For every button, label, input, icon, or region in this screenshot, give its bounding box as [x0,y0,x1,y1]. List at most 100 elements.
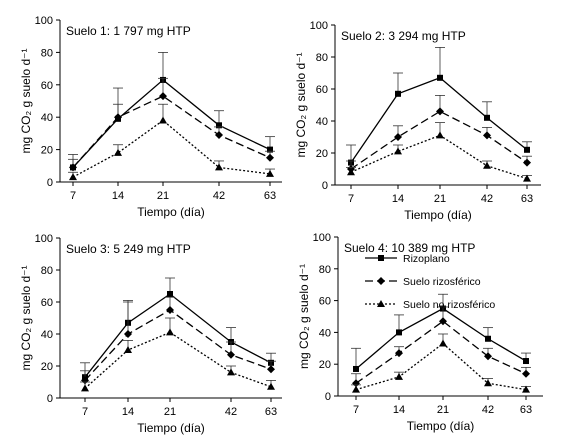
x-tick-label: 14 [122,406,134,418]
data-point [394,147,402,155]
y-tick-label: 100 [310,20,328,32]
data-point [352,385,360,393]
x-tick-label: 14 [393,404,405,416]
x-tick-label: 7 [353,404,359,416]
y-tick-label: 40 [319,327,331,339]
x-tick-label: 42 [482,404,494,416]
data-point [69,173,77,181]
data-point [439,317,447,326]
x-axis-title: Tiempo (día) [137,421,205,435]
series-square [346,47,532,166]
data-point [166,306,174,314]
data-point [69,163,77,172]
y-tick-label: 80 [316,52,328,64]
legend-label: Suelo rizosférico [403,276,481,288]
chart-panel-3: 0 20 40 60 80 100 7 14 21 42 63 Tiempo (día) mg CO₂ … [19,233,282,435]
x-tick-label: 63 [264,190,276,202]
series-diamond [80,296,276,385]
x-axis-title: Tiempo (día) [137,205,205,219]
series-line [72,79,271,168]
data-point [114,113,122,122]
y-tick-label: 80 [41,265,53,277]
data-point [523,158,531,167]
x-tick-label: 21 [164,406,176,418]
data-point [483,131,491,140]
data-point [227,350,235,359]
data-point [522,369,530,378]
y-tick-label: 100 [35,233,53,245]
data-point [523,358,529,365]
series-triangle [68,103,275,181]
data-point [484,114,490,121]
data-point [523,174,531,182]
series-line [350,110,528,170]
series-diamond [351,306,531,388]
x-tick-label: 14 [112,190,124,202]
x-tick-label: 7 [70,190,76,202]
series-triangle [346,122,532,182]
data-point [395,349,403,358]
legend-label: Rizoplano [403,253,450,265]
x-tick-label: 21 [157,190,169,202]
series-line [72,95,271,168]
data-point [216,122,222,129]
y-axis-title: mg CO₂ g suelo d⁻¹ [19,48,33,153]
chart-title: Suelo 2: 3 294 mg HTP [341,29,466,43]
chart-title: Suelo 3: 5 249 mg HTP [66,242,191,256]
y-tick-label: 0 [325,391,331,403]
data-point [436,131,444,139]
series-line [350,77,528,163]
x-tick-label: 63 [520,404,532,416]
y-axis-title: mg CO₂ g suelo d⁻¹ [19,265,33,370]
data-point [166,328,174,336]
y-tick-label: 60 [319,296,331,308]
data-point [347,168,355,176]
series-line [355,307,527,370]
x-tick-label: 21 [437,404,449,416]
legend-marker [377,277,385,285]
data-point [394,133,402,141]
data-point [215,131,223,140]
y-tick-label: 80 [319,264,331,276]
data-point [159,92,167,101]
x-tick-label: 42 [213,190,225,202]
x-tick-label: 63 [265,406,277,418]
y-tick-label: 20 [41,145,53,157]
data-point [266,153,274,162]
y-tick-label: 0 [47,393,53,405]
data-point [267,365,275,374]
y-tick-label: 0 [322,180,328,192]
y-axis-title: mg CO₂ g suelo d⁻¹ [297,264,311,369]
y-tick-label: 60 [316,84,328,96]
y-tick-label: 20 [319,359,331,371]
data-point [167,291,173,297]
y-tick-label: 20 [41,361,53,373]
series-line [72,119,271,178]
data-point [436,107,444,116]
data-point [439,339,447,347]
x-axis-title: Tiempo (día) [404,208,472,222]
data-point [484,379,492,387]
series-line [350,134,528,180]
data-point [124,346,132,353]
series-line [355,320,527,384]
y-tick-label: 40 [41,329,53,341]
chart-title: Suelo 1: 1 797 mg HTP [66,24,191,38]
series-line [355,342,527,391]
series-square [80,277,276,381]
y-tick-label: 40 [316,116,328,128]
x-tick-label: 7 [348,193,354,205]
legend-label: Suelo no rizosférico [403,299,495,311]
series-diamond [68,77,275,172]
y-tick-label: 20 [316,148,328,160]
data-point [395,90,401,97]
x-tick-label: 42 [481,193,493,205]
data-point [81,384,89,392]
series-triangle [351,333,531,393]
chart-title: Suelo 4: 10 389 mg HTP [344,241,475,255]
series-square [68,52,275,171]
x-tick-label: 21 [434,193,446,205]
y-tick-label: 100 [35,15,53,27]
data-point [485,335,491,342]
